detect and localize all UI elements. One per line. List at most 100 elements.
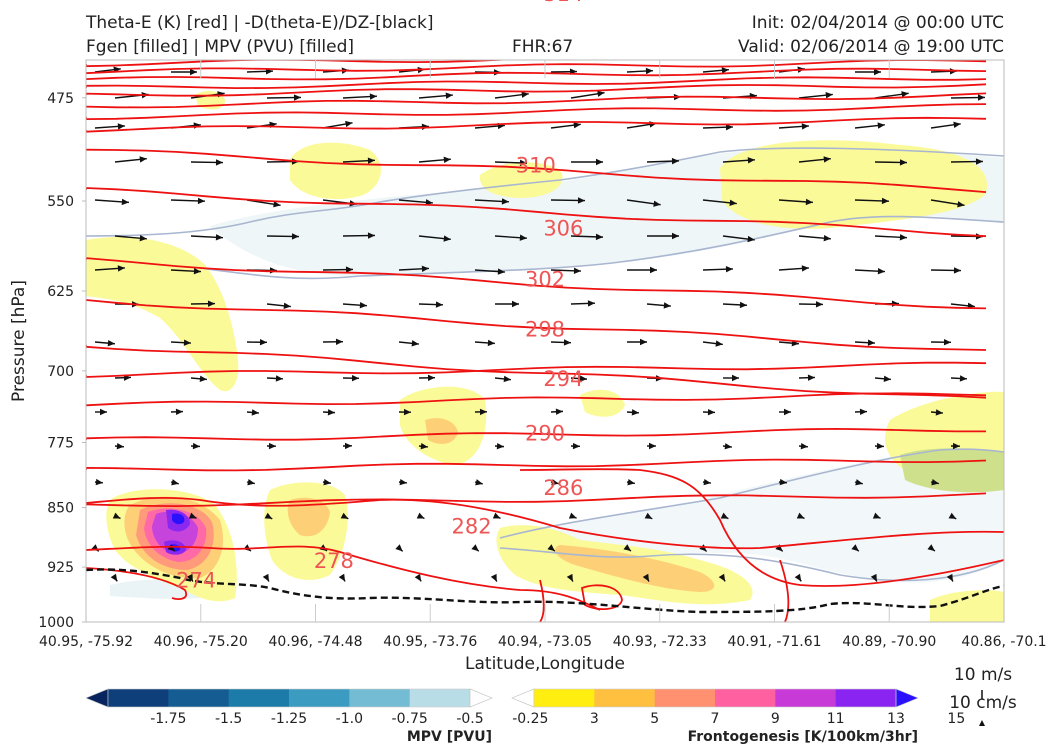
theta-e-contour <box>86 148 987 193</box>
wind-vector-head <box>264 512 273 519</box>
wind-vector-head <box>876 442 884 450</box>
wind-vector-head <box>490 573 497 582</box>
y-tick-label: 775 <box>47 436 74 452</box>
wind-vector-head <box>899 234 907 241</box>
wind-vector-head <box>801 265 809 272</box>
fgen-region <box>479 162 563 198</box>
frontogenesis-colorbar: 3 5 7 9 11 13 15 <box>511 688 965 727</box>
wind-vector-head <box>948 512 957 519</box>
wind-vector-head <box>931 479 939 486</box>
wind-vector-head <box>116 442 124 450</box>
wind-vector-head <box>794 573 802 582</box>
wind-vector-head <box>435 301 443 308</box>
wind-vector-head <box>411 340 419 347</box>
wind-vector-head <box>883 375 891 382</box>
wind-vector-head <box>807 374 815 381</box>
theta-e-label: 286 <box>543 476 583 500</box>
wind-vector-head <box>815 301 823 308</box>
theta-e-contour <box>86 103 987 121</box>
wind-vector-head <box>421 265 429 272</box>
fgen-region <box>425 418 458 444</box>
theta-e-contour <box>86 345 987 399</box>
fgen-colorbar-tick-label: 15 <box>947 711 965 727</box>
fgen-colorbar-arrow <box>511 688 535 708</box>
wind-vector-head <box>579 375 587 382</box>
theta-e-label: 302 <box>525 268 565 292</box>
theta-e-contour <box>86 299 987 351</box>
wind-vector-head <box>645 67 653 75</box>
wind-key-label: 10 m/s <box>954 665 1012 685</box>
wind-vector-head <box>283 302 291 309</box>
x-tick-label: 40.93, -72.33 <box>613 634 707 650</box>
wind-vector-head <box>293 94 301 101</box>
wind-vector-head <box>496 442 504 450</box>
theta-e-label: 290 <box>525 421 565 445</box>
x-tick-label: 40.91, -71.61 <box>727 634 821 650</box>
wind-vector-head <box>729 199 737 207</box>
y-tick-label: 550 <box>47 194 74 210</box>
fgen-colorbar-tick-label: 7 <box>711 711 720 727</box>
theta-e-contour <box>539 579 545 622</box>
wind-vector-head <box>825 91 833 99</box>
wind-vector-head <box>721 67 729 74</box>
wind-vector-head <box>121 198 129 206</box>
theta-e-contour <box>86 60 987 75</box>
forecast-hour: FHR:67 <box>512 37 574 57</box>
chart-title-line1: Theta-E (K) [red] | -D(theta-E)/DZ-[blac… <box>86 13 434 33</box>
theta-e-contour <box>519 468 1004 587</box>
wind-vector-head <box>739 301 747 309</box>
x-axis-ticks: 40.95, -75.92 40.96, -75.20 40.96, -74.48 4… <box>39 60 1047 650</box>
wind-vector-head <box>215 159 223 166</box>
wind-vector-head <box>587 300 595 307</box>
wind-vector-head <box>644 512 653 519</box>
wind-vector-head <box>512 300 519 308</box>
wind-vector-head <box>100 408 107 416</box>
wind-vector-head <box>555 408 563 415</box>
fgen-colorbar-segment <box>594 689 656 707</box>
mpv-outline <box>499 448 1004 539</box>
theta-e-contour <box>86 187 987 238</box>
theta-e-contour <box>86 83 987 97</box>
theta-e-contour <box>86 116 987 133</box>
wind-vector-head <box>595 233 603 241</box>
theta-e-contour <box>86 76 987 90</box>
wind-vector-head <box>291 233 299 240</box>
wind-vector-head <box>953 267 961 274</box>
fgen-colorbar-segment <box>715 689 776 707</box>
wind-vector-head <box>959 375 967 382</box>
theta-e-contour <box>86 496 1004 550</box>
wind-vector-head <box>190 68 197 76</box>
wind-vector-head <box>715 340 723 347</box>
wind-vector-head <box>957 201 965 208</box>
x-tick-label: 40.95, -75.92 <box>39 634 133 650</box>
wind-vector-head <box>110 573 118 582</box>
surface-dashed-line <box>86 568 1004 614</box>
wind-vector-head <box>573 267 581 275</box>
wind-vector-head <box>425 199 433 206</box>
wind-vector-head <box>139 156 147 163</box>
wind-vector-head <box>351 374 359 382</box>
fgen-colorbar-tick-label: 5 <box>650 711 659 727</box>
mpv-colorbar-title: MPV [PVU] <box>407 729 492 745</box>
x-tick-label: 40.94, -73.05 <box>498 634 592 650</box>
wind-vector-head <box>855 479 863 486</box>
mpv-colorbar-arrow <box>469 688 493 708</box>
wind-vector-head <box>262 573 269 582</box>
mpv-colorbar-tick-label: -1.0 <box>336 711 363 727</box>
chart-title-line2: Fgen [filled] | MPV (PVU) [filled] <box>86 37 355 57</box>
wind-vector-head <box>953 121 961 128</box>
wind-vector-head <box>631 409 639 416</box>
y-tick-label: 1000 <box>38 615 74 631</box>
theta-e-contour <box>86 392 987 407</box>
fgen-region <box>290 142 381 200</box>
mpv-colorbar-tick-label: -1.75 <box>150 711 186 727</box>
wind-vector-head <box>117 123 125 130</box>
wind-vector-head <box>650 266 657 274</box>
theta-e-contour <box>86 427 986 441</box>
wind-vector-head <box>188 512 197 519</box>
wind-vector-head <box>596 158 603 166</box>
wind-vector-head <box>492 512 501 519</box>
wind-vector-head <box>563 339 571 346</box>
wind-vector-head <box>720 512 729 519</box>
theta-e-contour <box>86 458 987 472</box>
